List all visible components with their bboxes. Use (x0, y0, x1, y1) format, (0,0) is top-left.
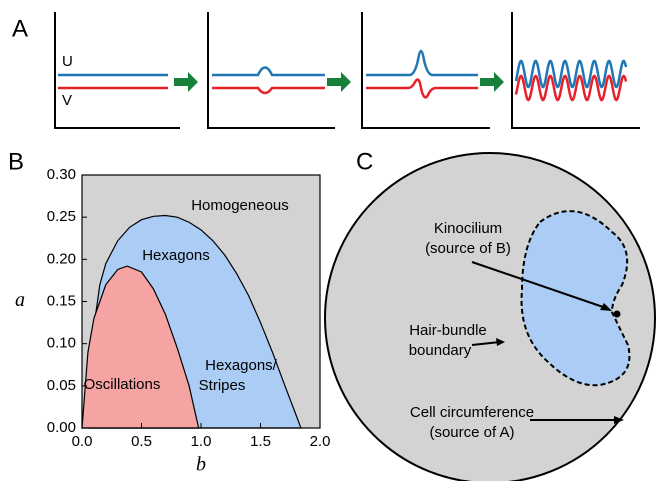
pointers (471, 261, 615, 421)
x-tick-label: 0.5 (131, 433, 152, 450)
label: (source of B) (425, 240, 511, 257)
u-line (514, 59, 628, 89)
v-line (514, 74, 628, 102)
arrowhead (600, 303, 612, 311)
arrow (327, 72, 351, 92)
y-tick-label: 0.15 (47, 292, 76, 309)
y-tick-label: 0.30 (47, 166, 76, 183)
arrowheads (496, 303, 624, 424)
y-axis-label: a (15, 289, 25, 311)
axes (207, 12, 335, 129)
x-tick-label: 0.0 (72, 433, 93, 450)
axes (54, 12, 180, 129)
chart: Hexagons Oscillations Homogeneous Hexagons/… (15, 166, 330, 476)
arrowhead (496, 338, 505, 346)
axes (511, 12, 640, 129)
axes (361, 12, 490, 129)
arrow (480, 72, 504, 92)
x-tick-label: 2.0 (310, 433, 331, 450)
panel-letter: B (8, 148, 24, 175)
pointer (471, 261, 607, 309)
x-tick-label: 1.0 (191, 433, 212, 450)
v-line (212, 86, 325, 95)
region-label: Hexagons (142, 247, 210, 264)
y-tick-label: 0.05 (47, 377, 76, 394)
arrows (174, 72, 504, 92)
region-label: Hexagons/ (205, 357, 278, 374)
y-tick-label: 0.20 (47, 250, 76, 267)
y-tick-label: 0.10 (47, 335, 76, 352)
v-line (366, 78, 478, 99)
region-label: Stripes (199, 377, 246, 394)
label: (source of A) (429, 424, 514, 441)
label: Kinocilium (434, 220, 502, 237)
label: Cell circumference (410, 404, 534, 421)
region-label: Oscillations (84, 376, 161, 393)
x-tick-label: 1.5 (250, 433, 271, 450)
pointer (471, 341, 501, 346)
region-label: Homogeneous (191, 197, 289, 214)
u-label: U (62, 53, 73, 70)
v-label: V (62, 92, 72, 109)
arrowhead (614, 416, 624, 424)
x-axis-label: b (196, 454, 206, 476)
label: Hair-bundle (409, 322, 487, 339)
y-tick-label: 0.25 (47, 208, 76, 225)
u-line (212, 66, 325, 77)
region (81, 265, 200, 429)
panel-a (54, 12, 640, 129)
kinocilium (613, 310, 621, 318)
y-tick-label: 0.00 (47, 419, 76, 436)
panel-letter: C (356, 148, 373, 175)
panel-letter: A (12, 15, 28, 42)
arrow (174, 72, 198, 92)
u-line (366, 49, 478, 77)
label: boundary (409, 342, 472, 359)
